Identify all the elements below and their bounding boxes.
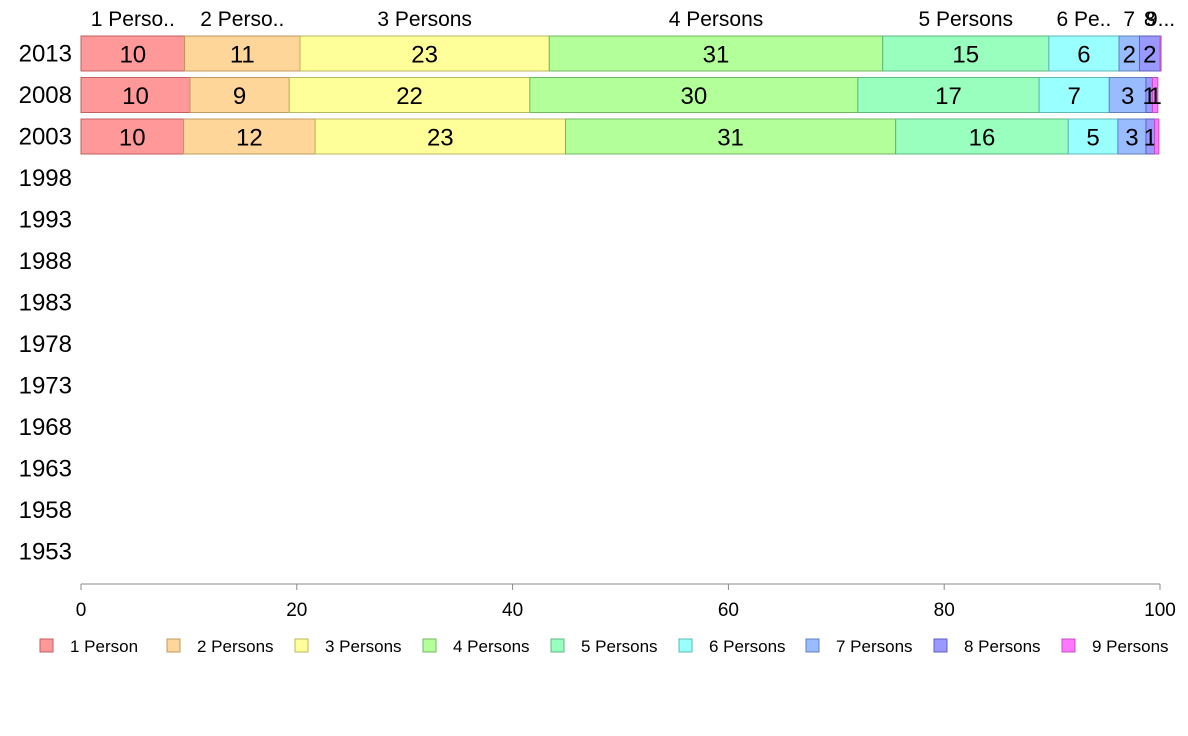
bar-segment [857,77,1040,113]
legend-label: 8 Persons [964,637,1041,656]
legend-swatch [550,638,565,653]
data-label: 16 [969,125,996,152]
legend-swatch [166,638,181,653]
year-labels: 2013 2008 2003 1998 1993 1988 1983 1978 1973 1968… [19,41,72,566]
column-header-label: 1 Perso.. [91,8,175,31]
data-label: 12 [236,125,263,152]
y-tick-label: 2008 [19,82,72,109]
data-label: 3 [1125,125,1138,152]
column-header-label: 3 Persons [377,8,472,31]
y-tick-label: 2003 [19,124,72,151]
column-header-label: 9... [1146,8,1175,31]
data-label: 31 [717,125,744,152]
x-axis: 0 20 40 60 80 100 [76,583,1176,621]
column-header-label: 2 Perso.. [200,8,284,31]
x-tick-label: 0 [76,600,87,621]
data-label: 11 [230,42,255,69]
column-header-label: 4 Persons [669,8,764,31]
bar-segment [1159,35,1162,72]
data-label: 23 [427,125,454,152]
legend-swatch [294,638,309,653]
legend-swatch [39,638,54,653]
column-header-label: 5 Persons [918,8,1013,31]
bar-segment [1151,77,1159,113]
bar-segment [184,35,301,72]
data-label: 2 [1143,42,1156,69]
bar-segment [1117,118,1147,155]
bar-segment [895,118,1069,155]
column-header-label: 6 Pe.. [1056,8,1111,31]
bar-segment [80,35,186,72]
legend-swatch [678,638,693,653]
legend-label: 5 Persons [581,637,658,656]
column-header-label: 7 [1123,8,1135,31]
data-label: 3 [1121,83,1134,110]
bar-segment [183,118,316,155]
legend-label: 6 Persons [709,637,786,656]
bar-segment [1154,118,1160,155]
data-label: 17 [935,83,962,110]
legend-swatch [422,638,437,653]
bar-segment [80,118,185,155]
y-tick-label: 1993 [19,207,72,234]
y-tick-label: 1953 [19,539,72,566]
y-tick-label: 1968 [19,414,72,441]
data-label: 30 [681,83,708,110]
data-label: 10 [119,42,146,69]
data-label: 10 [119,125,146,152]
x-tick-label: 100 [1144,600,1176,621]
y-tick-label: 1988 [19,248,72,275]
y-tick-label: 1983 [19,290,72,317]
data-label: 7 [1068,83,1081,110]
legend-swatch [1061,638,1076,653]
legend-label: 4 Persons [453,637,530,656]
data-label: 22 [396,83,423,110]
bar-segment [1108,77,1147,113]
top-labels: 1 Perso.. 2 Perso.. 3 Persons 4 Persons 5 Pe… [91,8,1175,31]
x-tick-label: 40 [502,600,523,621]
data-label: 15 [952,42,979,69]
legend-label: 7 Persons [836,637,913,656]
column-header-label: 8 [1144,8,1156,31]
bar-segment [548,35,884,72]
data-label: 2 [1123,42,1136,69]
data-label: 1 [1148,83,1161,110]
y-tick-label: 1973 [19,373,72,400]
x-tick-label: 60 [718,600,739,621]
y-tick-label: 1963 [19,456,72,483]
legend-label: 3 Persons [325,637,402,656]
y-tick-label: 1998 [19,165,72,192]
bar-segment [1048,35,1120,72]
y-tick-label: 1958 [19,497,72,524]
legend-swatch [933,638,948,653]
legend-swatch [805,638,820,653]
legend-label: 2 Persons [197,637,274,656]
legend-label: 1 Person [70,637,138,656]
data-label: 10 [122,83,149,110]
bar-segment [314,118,566,155]
bar-segment [882,35,1050,72]
bar-segment [1067,118,1119,155]
bar-segment [189,77,290,113]
legend: 1 Person 2 Persons 3 Persons 4 Persons 5 Per… [39,637,1169,656]
bar-segment [288,77,531,113]
data-label: 9 [233,83,246,110]
legend-label: 9 Persons [1092,637,1169,656]
data-label: 1 [1144,125,1157,152]
data-label: 31 [703,42,730,69]
y-tick-label: 2013 [19,41,72,68]
x-tick-label: 20 [286,600,307,621]
y-tick-label: 1978 [19,331,72,358]
data-label: 5 [1086,125,1099,152]
x-tick-label: 80 [934,600,955,621]
bar-segment [80,77,191,113]
data-label: 6 [1077,42,1090,69]
data-label: 23 [411,42,438,69]
bar-segment [529,77,859,113]
